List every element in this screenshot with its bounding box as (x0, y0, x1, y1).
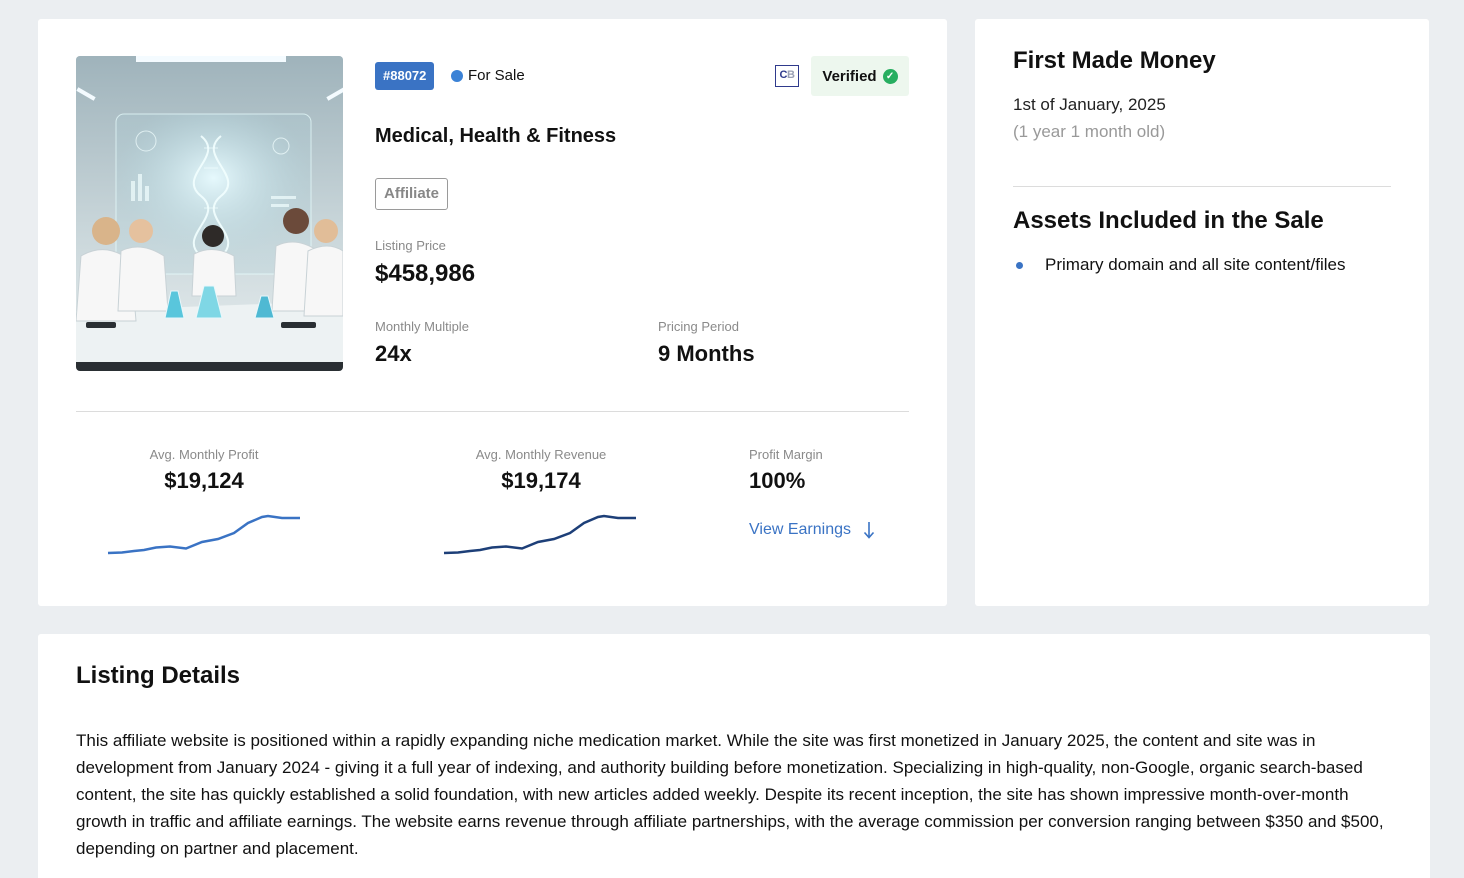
avg-monthly-revenue-label: Avg. Monthly Revenue (475, 447, 607, 462)
listing-price-value: $458,986 (375, 260, 476, 287)
asset-label: Primary domain and all site content/file… (1045, 255, 1346, 274)
view-earnings-link[interactable]: View Earnings (749, 521, 875, 539)
pricing-period-label: Pricing Period (658, 319, 739, 334)
avg-monthly-profit-value: $19,124 (164, 468, 244, 493)
first-made-money-age: (1 year 1 month old) (1013, 122, 1166, 141)
assets-included-title: Assets Included in the Sale (1013, 207, 1324, 234)
clickbank-logo-icon: CB (775, 65, 799, 87)
view-earnings-label: View Earnings (749, 521, 851, 538)
revenue-sparkline (443, 514, 636, 555)
listing-id-badge: #88072 (375, 62, 435, 90)
profit-margin-value: 100% (749, 468, 806, 493)
profit-margin-label: Profit Margin (749, 447, 823, 462)
verified-badge: Verified ✓ (811, 56, 909, 96)
listing-side-card: First Made Money 1st of January, 2025 (1… (975, 19, 1429, 606)
listing-details-body: This affiliate website is positioned wit… (76, 731, 1384, 858)
listing-category: Medical, Health & Fitness (375, 125, 617, 147)
avg-monthly-profit-label: Avg. Monthly Profit (149, 447, 259, 462)
listing-status: For Sale (451, 66, 525, 86)
pricing-period-value: 9 Months (658, 341, 755, 366)
listing-details-card: Listing Details This affiliate website i… (38, 634, 1430, 878)
first-made-money-date: 1st of January, 2025 (1013, 95, 1166, 114)
first-made-money-title: First Made Money (1013, 47, 1216, 74)
arrow-down-icon (863, 522, 875, 539)
section-divider (76, 411, 909, 412)
verified-label: Verified (822, 67, 877, 85)
listing-image (76, 56, 343, 371)
listing-details-title: Listing Details (76, 662, 241, 689)
status-dot-icon (451, 70, 463, 82)
profit-sparkline (107, 514, 300, 555)
status-label: For Sale (468, 67, 525, 84)
checkmark-icon: ✓ (882, 68, 898, 84)
monetization-type-tag: Affiliate (375, 178, 449, 210)
bullet-icon (1016, 261, 1023, 269)
listing-price-label: Listing Price (375, 238, 446, 253)
section-divider (1013, 186, 1391, 187)
list-item: Primary domain and all site content/file… (1013, 255, 1345, 275)
avg-monthly-revenue-value: $19,174 (501, 468, 581, 493)
listing-summary-card: #88072 For Sale CB Verified ✓ Medical, H… (38, 19, 947, 606)
monthly-multiple-label: Monthly Multiple (375, 319, 469, 334)
monthly-multiple-value: 24x (375, 341, 412, 366)
